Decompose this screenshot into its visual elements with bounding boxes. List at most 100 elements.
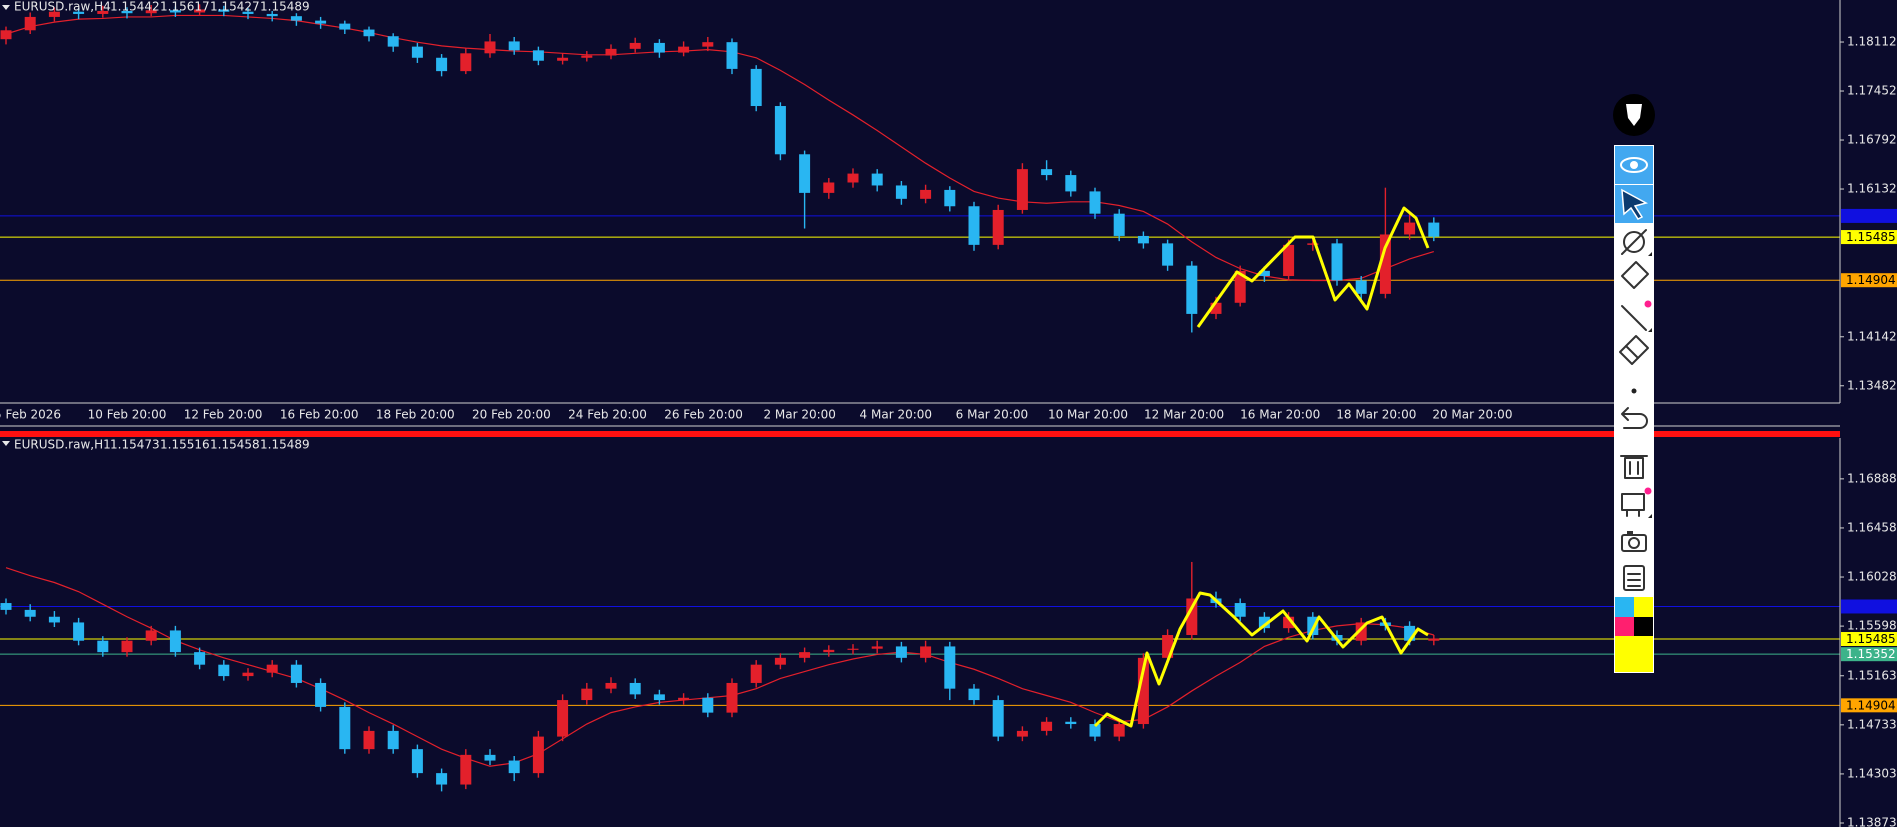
- undo-tool[interactable]: [1621, 407, 1648, 429]
- time-label: 2 Mar 20:00: [763, 408, 836, 422]
- freehand-drawing[interactable]: [1196, 206, 1430, 328]
- candle-body: [1283, 616, 1295, 629]
- candle-body: [992, 700, 1004, 737]
- moving-average: [5, 14, 1434, 282]
- candle-body: [1307, 243, 1319, 245]
- candle-body: [484, 41, 496, 54]
- candle-body: [290, 664, 302, 683]
- eraser-tool[interactable]: [1619, 335, 1649, 365]
- price-tag-label: 1.15485: [1846, 632, 1896, 646]
- candle-body: [1041, 721, 1053, 731]
- candle-body: [145, 10, 157, 14]
- color-swatch[interactable]: [1634, 597, 1653, 617]
- toolbar-panel: [1614, 145, 1654, 673]
- candle-body: [1355, 622, 1367, 641]
- clear-tool[interactable]: [1621, 487, 1652, 519]
- candle-body: [871, 173, 883, 186]
- time-label: 12 Feb 20:00: [184, 408, 263, 422]
- color-swatch[interactable]: [1615, 617, 1634, 636]
- candle-body: [48, 616, 60, 623]
- brush-size[interactable]: [1631, 388, 1637, 394]
- candle-body: [194, 9, 206, 13]
- price-tag-label: 1.14904: [1846, 698, 1896, 712]
- candle-body: [0, 603, 12, 610]
- candle-body: [823, 182, 835, 193]
- candle-body: [315, 682, 327, 707]
- h4-chart-pane[interactable]: [0, 4, 1840, 333]
- candle-body: [581, 688, 593, 701]
- price-tag: [1841, 208, 1897, 223]
- time-label: 20 Mar 20:00: [1432, 408, 1512, 422]
- price-tick-label: 1.14733: [1847, 717, 1897, 731]
- color-swatch[interactable]: [1634, 617, 1653, 636]
- collapse-arrow[interactable]: [2, 441, 10, 446]
- price-tag: [1841, 698, 1897, 713]
- candle-body: [266, 13, 278, 17]
- delete-tool[interactable]: [1620, 455, 1648, 479]
- candle-body: [24, 609, 36, 617]
- candle-body: [1113, 213, 1125, 236]
- price-tick-label: 1.17452: [1847, 84, 1897, 98]
- clipboard-tool[interactable]: [1623, 565, 1645, 591]
- candle-body: [169, 10, 181, 13]
- h1-chart-pane[interactable]: [0, 561, 1840, 792]
- current-color[interactable]: [1615, 636, 1653, 672]
- candle-body: [1162, 635, 1174, 658]
- freehand-drawing[interactable]: [1093, 591, 1429, 728]
- eye-icon: [1620, 157, 1648, 173]
- candle-body: [1065, 721, 1077, 725]
- candle-body: [1355, 280, 1367, 294]
- time-label: 24 Feb 20:00: [568, 408, 647, 422]
- candle-body: [436, 773, 448, 785]
- cursor-icon: [1621, 188, 1649, 220]
- time-label: 18 Feb 20:00: [376, 408, 455, 422]
- color-swatch[interactable]: [1615, 597, 1634, 617]
- price-tick-label: 1.15598: [1847, 619, 1897, 633]
- price-tag: [1841, 273, 1897, 288]
- candle-body: [629, 42, 641, 49]
- candle-body: [847, 173, 859, 183]
- ohlc-value: 1.15617: [160, 0, 210, 14]
- time-label: 26 Feb 20:00: [664, 408, 743, 422]
- candle-body: [1041, 169, 1053, 176]
- time-label: 18 Mar 20:00: [1336, 408, 1416, 422]
- symbol-label: EURUSD.raw,H1: [14, 438, 111, 452]
- candle-body: [460, 53, 472, 72]
- price-tick-label: 1.14142: [1847, 329, 1897, 343]
- candle-body: [629, 682, 641, 695]
- candle-body: [968, 688, 980, 701]
- candle-body: [799, 154, 811, 193]
- ray-tool[interactable]: [1621, 229, 1652, 256]
- candle-body: [1186, 598, 1198, 636]
- candle-body: [1089, 191, 1101, 214]
- time-label: 6 Mar 20:00: [956, 408, 1029, 422]
- candle-body: [774, 657, 786, 665]
- candle-body: [97, 10, 109, 14]
- candle-body: [605, 48, 617, 56]
- candle-body: [774, 106, 786, 155]
- marker-tool[interactable]: [1621, 261, 1652, 308]
- screenshot-tool[interactable]: [1621, 531, 1647, 552]
- candle-body: [895, 185, 907, 199]
- collapse-arrow[interactable]: [2, 5, 10, 10]
- time-label: 10 Feb 20:00: [88, 408, 167, 422]
- candle-body: [532, 50, 544, 61]
- candle-body: [315, 20, 327, 24]
- candle-body: [1162, 243, 1174, 266]
- price-tick-label: 1.16028: [1847, 570, 1897, 584]
- ohlc-value: 1.15489: [260, 438, 310, 452]
- candle-body: [121, 640, 133, 653]
- candle-body: [218, 9, 230, 12]
- candle-body: [169, 630, 181, 653]
- active-pane-border: [0, 431, 1840, 437]
- candle-body: [145, 630, 157, 641]
- price-tick-label: 1.14303: [1847, 766, 1897, 780]
- candle-body: [653, 42, 665, 53]
- candle-body: [508, 41, 520, 51]
- price-tag: [1841, 599, 1897, 614]
- candle-body: [339, 23, 351, 30]
- candle-body: [194, 652, 206, 665]
- line-tool[interactable]: [1621, 305, 1652, 332]
- candle-body: [484, 754, 496, 761]
